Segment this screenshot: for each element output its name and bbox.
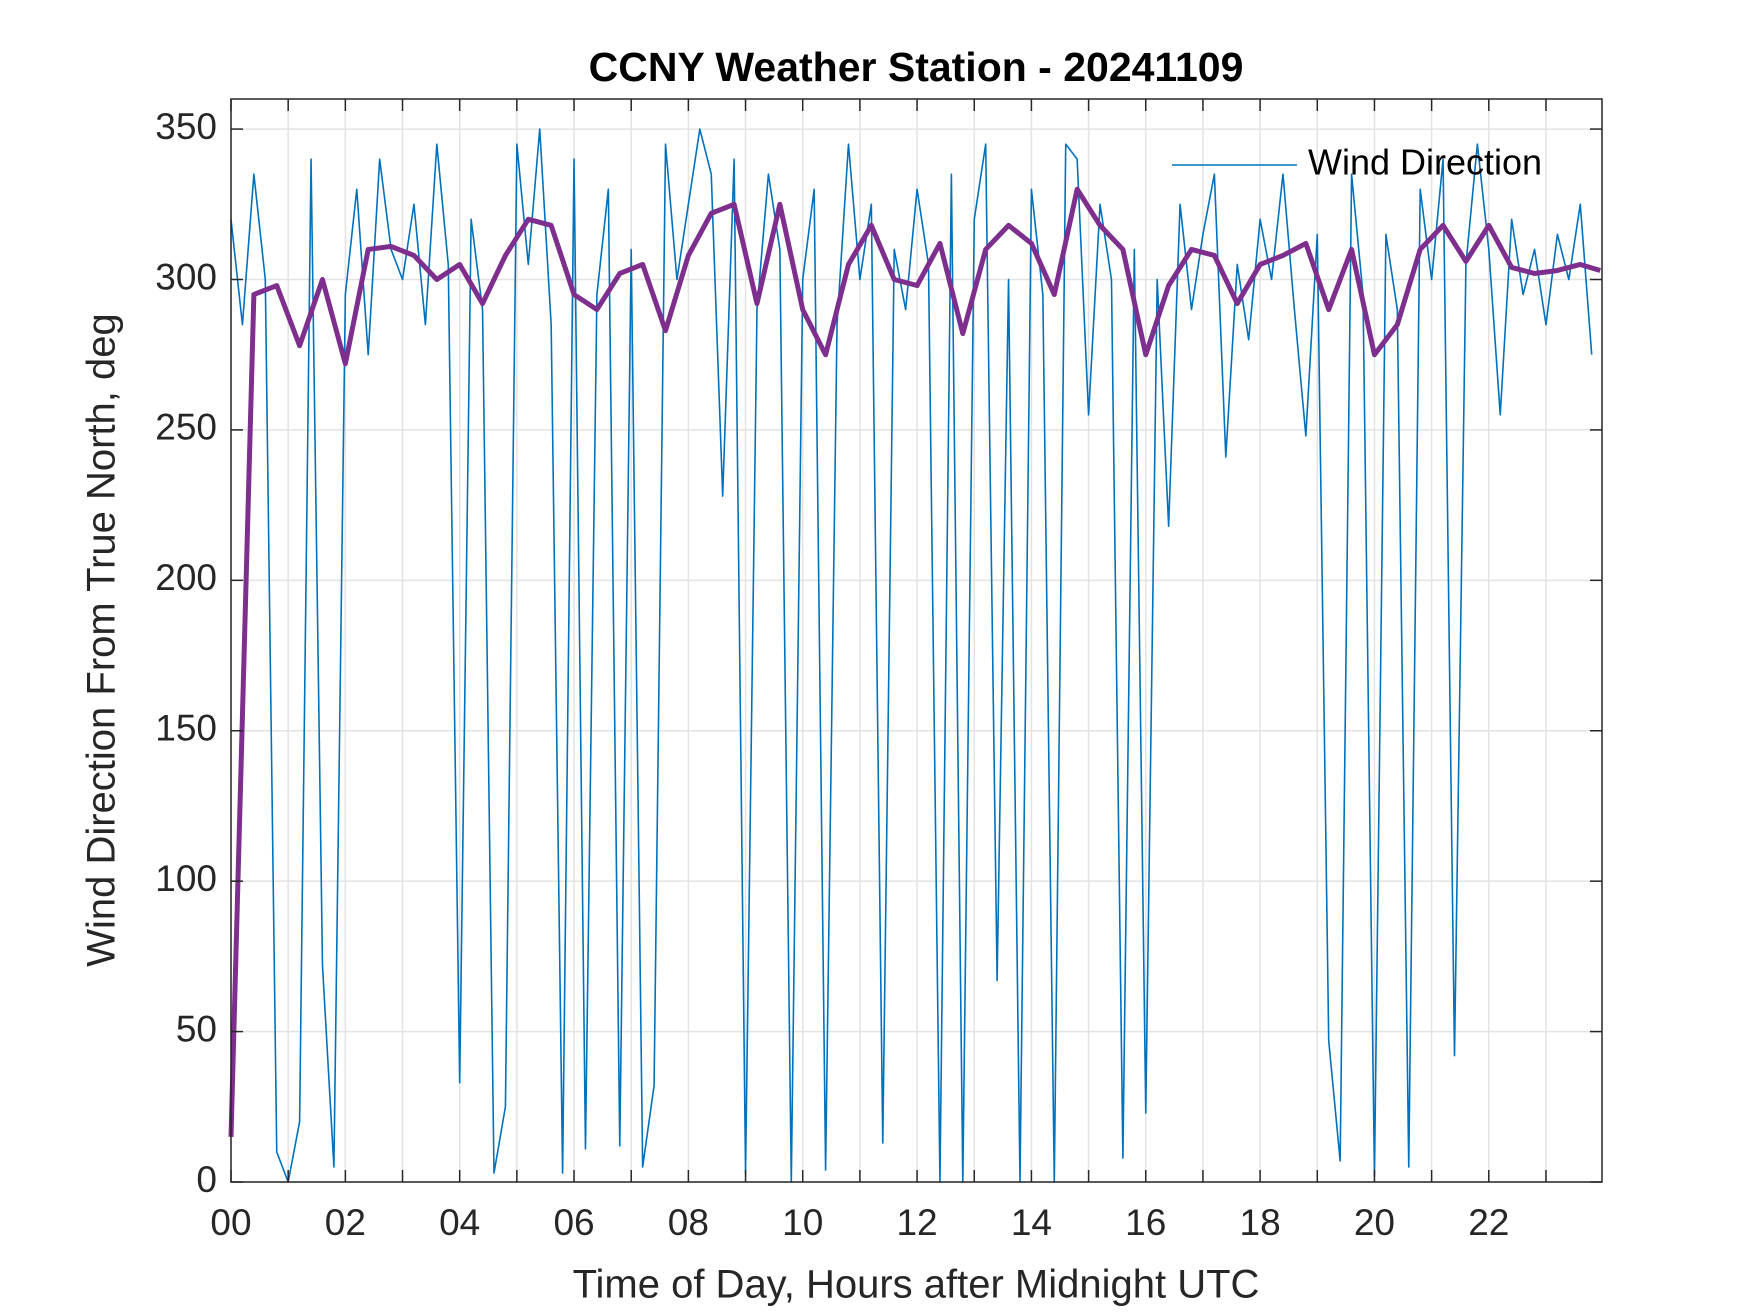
y-tick-label: 150 <box>155 708 217 749</box>
chart-title: CCNY Weather Station - 20241109 <box>589 44 1244 90</box>
y-tick-label: 300 <box>155 256 217 297</box>
legend-label: Wind Direction <box>1308 142 1542 183</box>
y-tick-label: 50 <box>176 1008 217 1049</box>
x-tick-label: 00 <box>210 1202 251 1243</box>
x-tick-label: 08 <box>668 1202 709 1243</box>
data-line <box>228 186 1602 1137</box>
x-tick-label: 04 <box>439 1202 480 1243</box>
x-tick-label: 06 <box>553 1202 594 1243</box>
x-tick-label: 12 <box>896 1202 937 1243</box>
y-tick-label: 250 <box>155 407 217 448</box>
data-line <box>230 128 1593 1183</box>
x-tick-label: 18 <box>1240 1202 1281 1243</box>
x-tick-label: 16 <box>1125 1202 1166 1243</box>
x-tick-label: 10 <box>782 1202 823 1243</box>
x-tick-label: 20 <box>1354 1202 1395 1243</box>
x-tick-label: 22 <box>1468 1202 1509 1243</box>
x-tick-label: 02 <box>325 1202 366 1243</box>
x-tick-label: 14 <box>1011 1202 1052 1243</box>
y-tick-label: 200 <box>155 557 217 598</box>
y-tick-label: 350 <box>155 106 217 147</box>
y-tick-label: 100 <box>155 858 217 899</box>
y-tick-label: 0 <box>196 1159 217 1200</box>
x-axis-label: Time of Day, Hours after Midnight UTC <box>573 1263 1260 1307</box>
y-axis-label: Wind Direction From True North, deg <box>80 313 124 967</box>
